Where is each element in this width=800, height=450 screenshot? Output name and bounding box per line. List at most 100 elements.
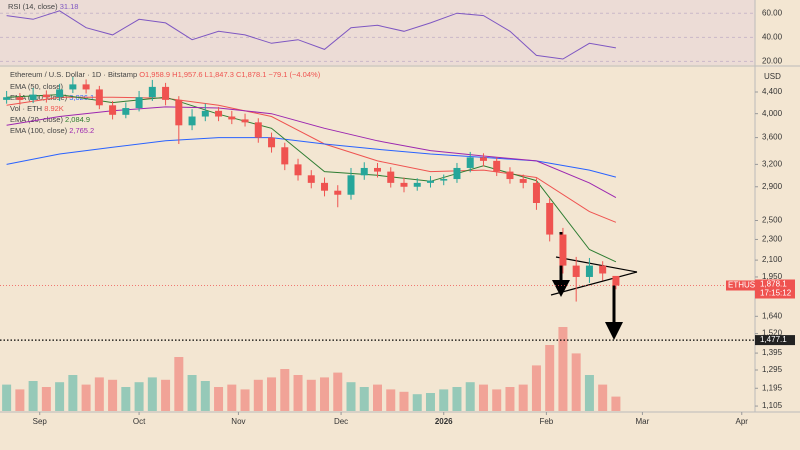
rsi-panel	[0, 0, 755, 65]
y-tick-label: 3,600	[762, 133, 783, 142]
legend-row: EMA (20, close) 2,084.9	[10, 115, 90, 124]
x-tick-label: Oct	[133, 417, 146, 426]
volume-bar	[452, 387, 462, 411]
volume-bar	[214, 387, 224, 411]
rsi-line	[6, 10, 616, 60]
candle-body	[493, 160, 501, 172]
y-tick-label: 2,300	[762, 235, 783, 244]
candle-body	[254, 122, 262, 138]
candle-body	[29, 94, 37, 100]
candle-body	[413, 182, 421, 187]
level-label: 1,477.1	[760, 335, 787, 344]
arrow-head	[605, 322, 623, 340]
volume-bar	[359, 387, 369, 411]
volume-bar	[147, 377, 157, 411]
legend-row: EMA (50, close)	[10, 82, 63, 91]
volume-bar	[439, 389, 449, 411]
price-label: 1,878.1	[760, 280, 787, 289]
candle-body	[162, 86, 170, 100]
candle-body	[56, 89, 64, 98]
candle-body	[585, 265, 593, 277]
candle-body	[109, 105, 117, 115]
candle-body	[148, 86, 156, 98]
candle-body	[228, 116, 236, 120]
legend-text: EMA (100, close)	[10, 126, 68, 135]
volume-bar	[121, 387, 131, 411]
volume-bar	[571, 353, 581, 411]
candle-body	[479, 157, 487, 161]
candle-body	[268, 137, 276, 148]
volume-bar	[253, 379, 263, 411]
candle-body	[175, 99, 183, 126]
candle-body	[374, 167, 381, 172]
legend-row: Vol · ETH 8.92K	[10, 104, 64, 113]
volume-bar	[386, 389, 396, 411]
candle-body	[334, 190, 342, 195]
rsi-legend: RSI (14, close) 31.18	[8, 2, 78, 11]
volume-bar	[108, 379, 118, 411]
candle-body	[532, 182, 540, 203]
volume-bar	[558, 327, 568, 411]
legend-text: EMA (200, close)	[10, 93, 68, 102]
volume-bar	[531, 365, 541, 411]
volume-bar	[545, 345, 555, 411]
candle-body	[16, 97, 24, 100]
y-tick-label: 20.00	[762, 56, 783, 65]
candle-body	[347, 175, 355, 195]
y-tick-label: 1,950	[762, 272, 783, 281]
legend-text: Vol · ETH	[10, 104, 42, 113]
volume-bar	[227, 384, 237, 411]
y-tick-label: 2,900	[762, 182, 783, 191]
candle-body	[426, 180, 434, 183]
x-tick-label: Sep	[33, 417, 48, 426]
candle-body	[215, 110, 223, 117]
arrow-head	[552, 280, 570, 297]
y-tick-label: 4,400	[762, 87, 783, 96]
volume-bar	[373, 384, 382, 411]
candle-body	[188, 116, 196, 126]
legend-row: EMA (100, close) 2,765.2	[10, 126, 94, 135]
y-tick-label: 2,100	[762, 255, 783, 264]
currency: USD	[764, 72, 781, 81]
legend-text: 2,765.2	[69, 126, 94, 135]
volume-bar	[187, 375, 197, 411]
volume-bar	[134, 382, 144, 411]
legend: Ethereum / U.S. Dollar · 1D · Bitstamp O…	[10, 70, 321, 135]
symbol-label: ETHUSD	[728, 281, 761, 290]
candle-body	[506, 171, 514, 180]
candle-body	[599, 265, 607, 274]
candle-body	[122, 108, 130, 115]
candle-body	[546, 202, 554, 235]
volume-bar	[94, 377, 104, 411]
volume-bar	[492, 389, 502, 411]
candle-body	[387, 171, 395, 183]
volume-bar	[598, 384, 608, 411]
y-tick-label: 60.00	[762, 8, 783, 17]
candle-body	[42, 94, 50, 98]
volume-bar	[478, 384, 488, 411]
legend-text: EMA (20, close)	[10, 115, 63, 124]
candle-body	[3, 97, 11, 100]
y-tick-label: 1,640	[762, 311, 783, 320]
y-tick-label: 1,295	[762, 365, 783, 374]
level-box	[755, 335, 795, 346]
volume-bar	[584, 375, 594, 411]
y-tick-label: 3,200	[762, 159, 783, 168]
x-tick-label: Apr	[736, 417, 749, 426]
volume-bar	[161, 379, 171, 411]
volume-bar	[200, 381, 210, 411]
volume-bar	[412, 394, 422, 411]
triangle-lower	[550, 271, 638, 296]
legend-text: EMA (50, close)	[10, 82, 63, 91]
candle-body	[453, 167, 461, 180]
x-tick-label: Mar	[636, 417, 650, 426]
volume-bar	[465, 382, 475, 411]
candle-body	[559, 234, 567, 266]
legend-text: 8.92K	[44, 104, 64, 113]
price-box	[755, 279, 795, 299]
candle-body	[612, 275, 620, 286]
volume-bar	[333, 372, 343, 411]
y-tick-label: 1,195	[762, 383, 783, 392]
candle-body	[519, 179, 527, 183]
